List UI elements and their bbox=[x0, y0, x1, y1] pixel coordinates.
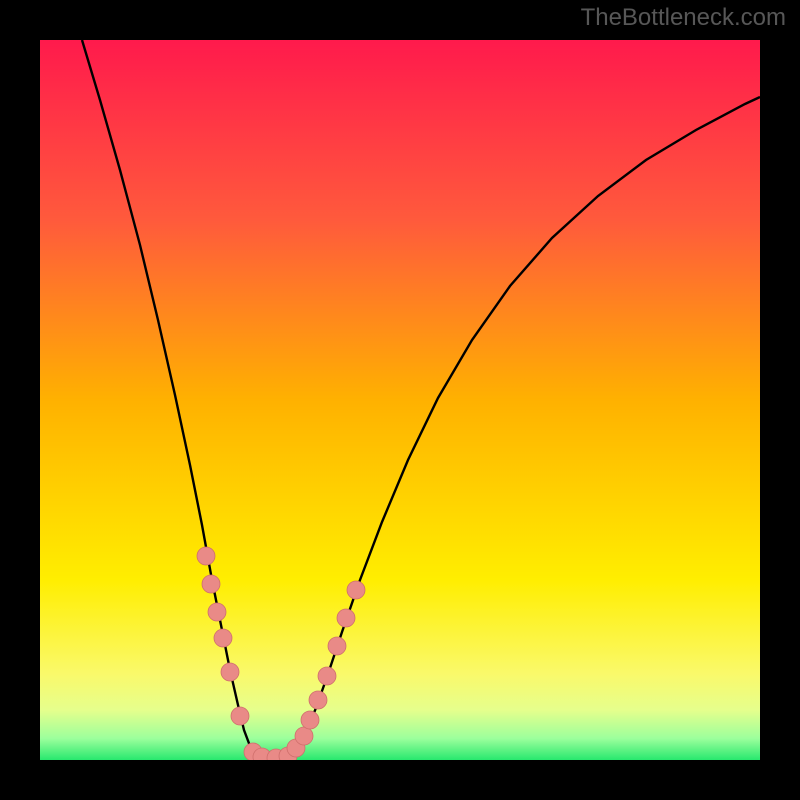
data-marker bbox=[214, 629, 232, 647]
bottleneck-curve bbox=[82, 40, 760, 758]
data-marker bbox=[295, 727, 313, 745]
data-marker bbox=[301, 711, 319, 729]
marker-group bbox=[197, 547, 365, 760]
data-marker bbox=[309, 691, 327, 709]
watermark-text: TheBottleneck.com bbox=[581, 4, 786, 32]
data-marker bbox=[197, 547, 215, 565]
data-marker bbox=[221, 663, 239, 681]
plot-area bbox=[40, 40, 760, 760]
data-marker bbox=[337, 609, 355, 627]
figure-root: TheBottleneck.com bbox=[0, 0, 800, 800]
data-marker bbox=[231, 707, 249, 725]
data-marker bbox=[208, 603, 226, 621]
data-marker bbox=[318, 667, 336, 685]
curve-overlay bbox=[40, 40, 760, 760]
data-marker bbox=[328, 637, 346, 655]
data-marker bbox=[202, 575, 220, 593]
data-marker bbox=[347, 581, 365, 599]
